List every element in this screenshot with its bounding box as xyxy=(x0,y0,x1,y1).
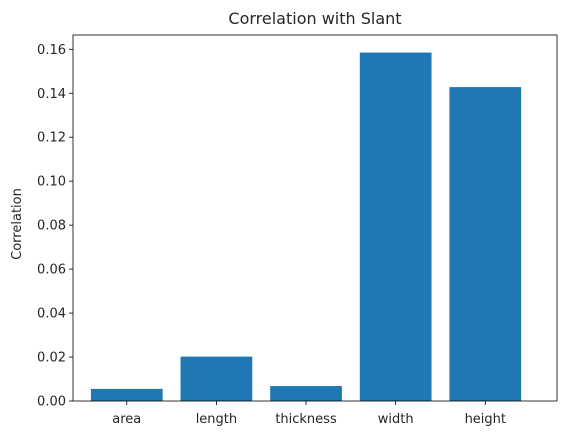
bar-width xyxy=(359,52,432,402)
y-tick-label: 0.14 xyxy=(37,87,66,102)
chart-title: Correlation with Slant xyxy=(228,9,401,28)
bars-group xyxy=(90,52,522,402)
x-tick-label: area xyxy=(112,412,141,427)
x-tick-label: length xyxy=(196,412,237,427)
y-axis-label: Correlation xyxy=(10,188,25,260)
y-axis: 0.00 0.02 0.04 0.06 0.08 0.10 0.12 0.14 0.16 xyxy=(37,43,73,410)
x-tick-label: thickness xyxy=(275,412,337,427)
x-tick-label: height xyxy=(465,412,506,427)
y-tick-label: 0.00 xyxy=(37,395,66,410)
plot-frame xyxy=(72,34,558,402)
y-tick-label: 0.08 xyxy=(37,219,66,234)
y-tick-label: 0.04 xyxy=(37,307,66,322)
bar-thickness xyxy=(270,386,342,401)
bar-area xyxy=(90,388,163,401)
y-tick-label: 0.16 xyxy=(37,43,66,58)
x-tick-label: width xyxy=(378,412,414,427)
y-tick-label: 0.12 xyxy=(37,131,66,146)
x-axis: area length thickness width height xyxy=(112,401,506,427)
y-tick-label: 0.06 xyxy=(37,263,66,278)
y-tick-label: 0.10 xyxy=(37,175,66,190)
y-tick-label: 0.02 xyxy=(37,351,66,366)
bar-length xyxy=(180,356,253,401)
bar-height xyxy=(449,87,522,402)
